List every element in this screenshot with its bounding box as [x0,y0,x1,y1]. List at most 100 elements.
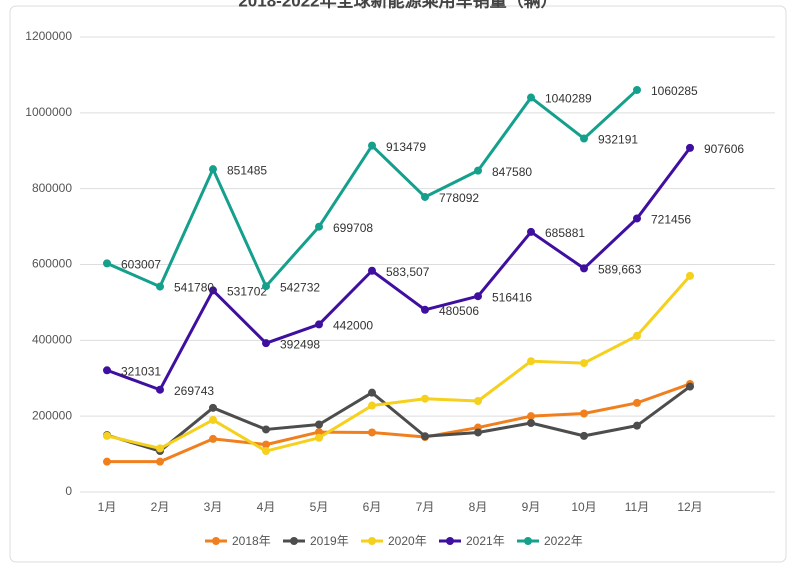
point [262,339,270,348]
point [474,397,482,405]
point [368,141,376,150]
legend-label: 2022年 [544,534,583,548]
point [262,440,270,449]
x-tick-label: 8月 [469,500,488,514]
data-label: 778092 [439,191,479,205]
point [209,403,217,412]
point [474,166,482,175]
x-tick-label: 9月 [522,500,541,514]
legend-marker [212,537,220,545]
point [421,432,429,441]
y-tick-label: 800000 [32,181,72,195]
data-label: 847580 [492,165,532,179]
x-tick-label: 3月 [204,500,223,514]
point [527,227,535,236]
point [156,282,164,291]
point [686,382,694,391]
point [580,134,588,143]
legend-marker [446,537,454,545]
x-tick-label: 10月 [571,500,596,514]
data-label: 442000 [333,319,373,333]
point [474,292,482,301]
point [686,271,694,280]
point [580,359,588,368]
point [580,409,588,418]
point [156,444,164,453]
chart-frame [9,5,787,563]
point [368,401,376,410]
data-label: 531702 [227,285,267,299]
point [368,266,376,275]
point [527,93,535,102]
data-label: 721456 [651,213,691,227]
point [209,165,217,174]
point [103,366,111,375]
point [103,431,111,440]
point [315,222,323,231]
point [633,85,641,94]
series-line [106,385,691,453]
data-label: 542732 [280,280,320,294]
x-tick-label: 5月 [310,500,329,514]
data-label: 851485 [227,163,267,177]
point [421,394,429,403]
y-tick-label: 1200000 [25,29,72,43]
y-tick-label: 1000000 [25,105,72,119]
point [633,421,641,430]
point [580,264,588,273]
point [580,431,588,440]
data-label: 321031 [121,364,161,378]
data-label: 932191 [598,133,638,147]
point [262,447,270,456]
point [686,143,694,152]
x-tick-label: 1月 [98,500,117,514]
data-label: 1060285 [651,84,698,98]
data-label: 685881 [545,226,585,240]
data-label: 269743 [174,384,214,398]
point [527,412,535,421]
legend-marker [524,537,532,545]
x-tick-label: 6月 [363,500,382,514]
legend-label: 2020年 [388,534,427,548]
x-tick-label: 11月 [625,500,649,514]
point [368,388,376,397]
point [421,192,429,201]
data-label: 699708 [333,221,373,235]
point [209,415,217,424]
chart-title: 2018-2022年全球新能源乘用车销量（辆） [238,0,557,10]
point [368,428,376,437]
y-tick-label: 200000 [32,408,72,422]
point [315,433,323,442]
point [315,320,323,329]
point [315,428,323,437]
legend-label: 2019年 [310,534,349,548]
data-label: 1040289 [545,92,592,106]
y-tick-label: 400000 [32,333,72,347]
point [633,331,641,340]
point [156,385,164,394]
data-label: 516416 [492,290,532,304]
point [315,420,323,429]
data-label: 907606 [704,142,744,156]
x-tick-label: 12月 [677,500,702,514]
point [209,434,217,443]
point [633,398,641,407]
legend-label: 2021年 [466,534,505,548]
data-label: 589,663 [598,263,642,277]
point [103,259,111,268]
point [262,425,270,434]
point [421,305,429,314]
legend-marker [368,537,376,545]
legend-marker [290,537,298,545]
series-line [107,382,691,464]
x-tick-label: 4月 [257,500,276,514]
data-label: 392498 [280,337,320,351]
series-line [106,274,692,453]
data-label: 480506 [439,304,479,318]
point [527,418,535,427]
x-tick-label: 7月 [416,500,435,514]
legend-label: 2018年 [232,534,271,548]
data-label: 913479 [386,140,426,154]
series-line [106,146,692,392]
